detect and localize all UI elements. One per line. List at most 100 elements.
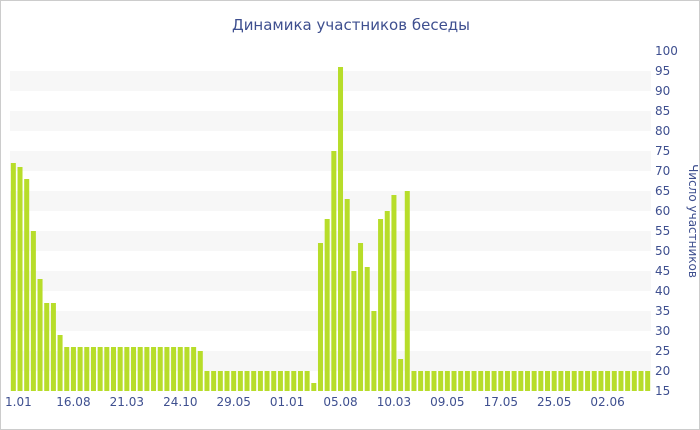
grid-band [10,271,651,291]
bar [331,151,337,391]
bar [418,371,424,391]
bar [144,347,150,391]
bar [151,347,157,391]
bar [17,167,23,391]
bar [438,371,444,391]
bar [625,371,631,391]
y-tick-label: 40 [655,284,670,298]
bar [70,347,76,391]
bar [124,347,130,391]
bar [605,371,611,391]
grid-band [10,151,651,171]
bar [131,347,137,391]
bar [431,371,437,391]
x-tick-label: 1.01 [5,395,32,409]
bar [391,195,397,391]
bar [231,371,237,391]
bar [211,371,217,391]
y-tick-label: 45 [655,264,670,278]
y-tick-label: 85 [655,104,670,118]
bar [84,347,90,391]
grid-band [10,231,651,251]
bar [264,371,270,391]
bar [30,231,36,391]
bar [358,243,364,391]
bar [164,347,170,391]
bar [117,347,123,391]
bar [611,371,617,391]
bar [631,371,637,391]
chart-title: Динамика участников беседы [232,16,470,34]
bar [104,347,110,391]
bar [504,371,510,391]
bar [464,371,470,391]
bar [291,371,297,391]
y-tick-label: 95 [655,64,670,78]
bar [57,335,63,391]
grid-band [10,311,651,331]
y-axis-ticks: 15 20 25 30 35 40 45 50 55 60 65 70 75 80 85 90 95 100 [655,44,678,398]
bar [511,371,517,391]
bar [204,371,210,391]
bar [471,371,477,391]
y-tick-label: 30 [655,324,670,338]
bar [304,371,310,391]
bar [77,347,83,391]
bar [638,371,644,391]
y-tick-label: 65 [655,184,670,198]
bar-series [10,67,651,391]
y-tick-label: 15 [655,384,670,398]
bar [578,371,584,391]
bar [524,371,530,391]
bar [97,347,103,391]
bar [297,371,303,391]
bar [244,371,250,391]
bar [538,371,544,391]
bar [184,347,190,391]
grid-band [10,71,651,91]
y-tick-label: 90 [655,84,670,98]
grid-band [10,191,651,211]
y-tick-label: 20 [655,364,670,378]
x-tick-label: 24.10 [163,395,197,409]
bar [10,163,16,391]
bar [478,371,484,391]
bar [571,371,577,391]
bar [191,347,197,391]
bar [451,371,457,391]
bar [518,371,524,391]
bar [424,371,430,391]
bar [531,371,537,391]
bar [271,371,277,391]
bar [545,371,551,391]
x-tick-label: 02.06 [590,395,624,409]
bar [491,371,497,391]
x-axis-ticks: 1.01 16.08 21.03 24.10 29.05 01.01 05.08 10.03 0… [5,395,625,409]
bar [371,311,377,391]
bar [398,359,404,391]
bar [177,347,183,391]
y-tick-label: 50 [655,244,670,258]
bar [344,199,350,391]
bar [251,371,257,391]
bar [598,371,604,391]
bar [237,371,243,391]
bar [137,347,143,391]
x-tick-label: 29.05 [217,395,251,409]
y-tick-label: 25 [655,344,670,358]
grid-band [10,111,651,131]
y-tick-label: 100 [655,44,678,58]
bar [444,371,450,391]
x-tick-label: 17.05 [484,395,518,409]
bar [551,371,557,391]
bar [284,371,290,391]
bar [558,371,564,391]
y-tick-label: 60 [655,204,670,218]
y-tick-label: 75 [655,144,670,158]
bar [44,303,50,391]
bar [498,371,504,391]
bar [90,347,96,391]
y-axis-title: Число участников [686,164,699,278]
bar [64,347,70,391]
